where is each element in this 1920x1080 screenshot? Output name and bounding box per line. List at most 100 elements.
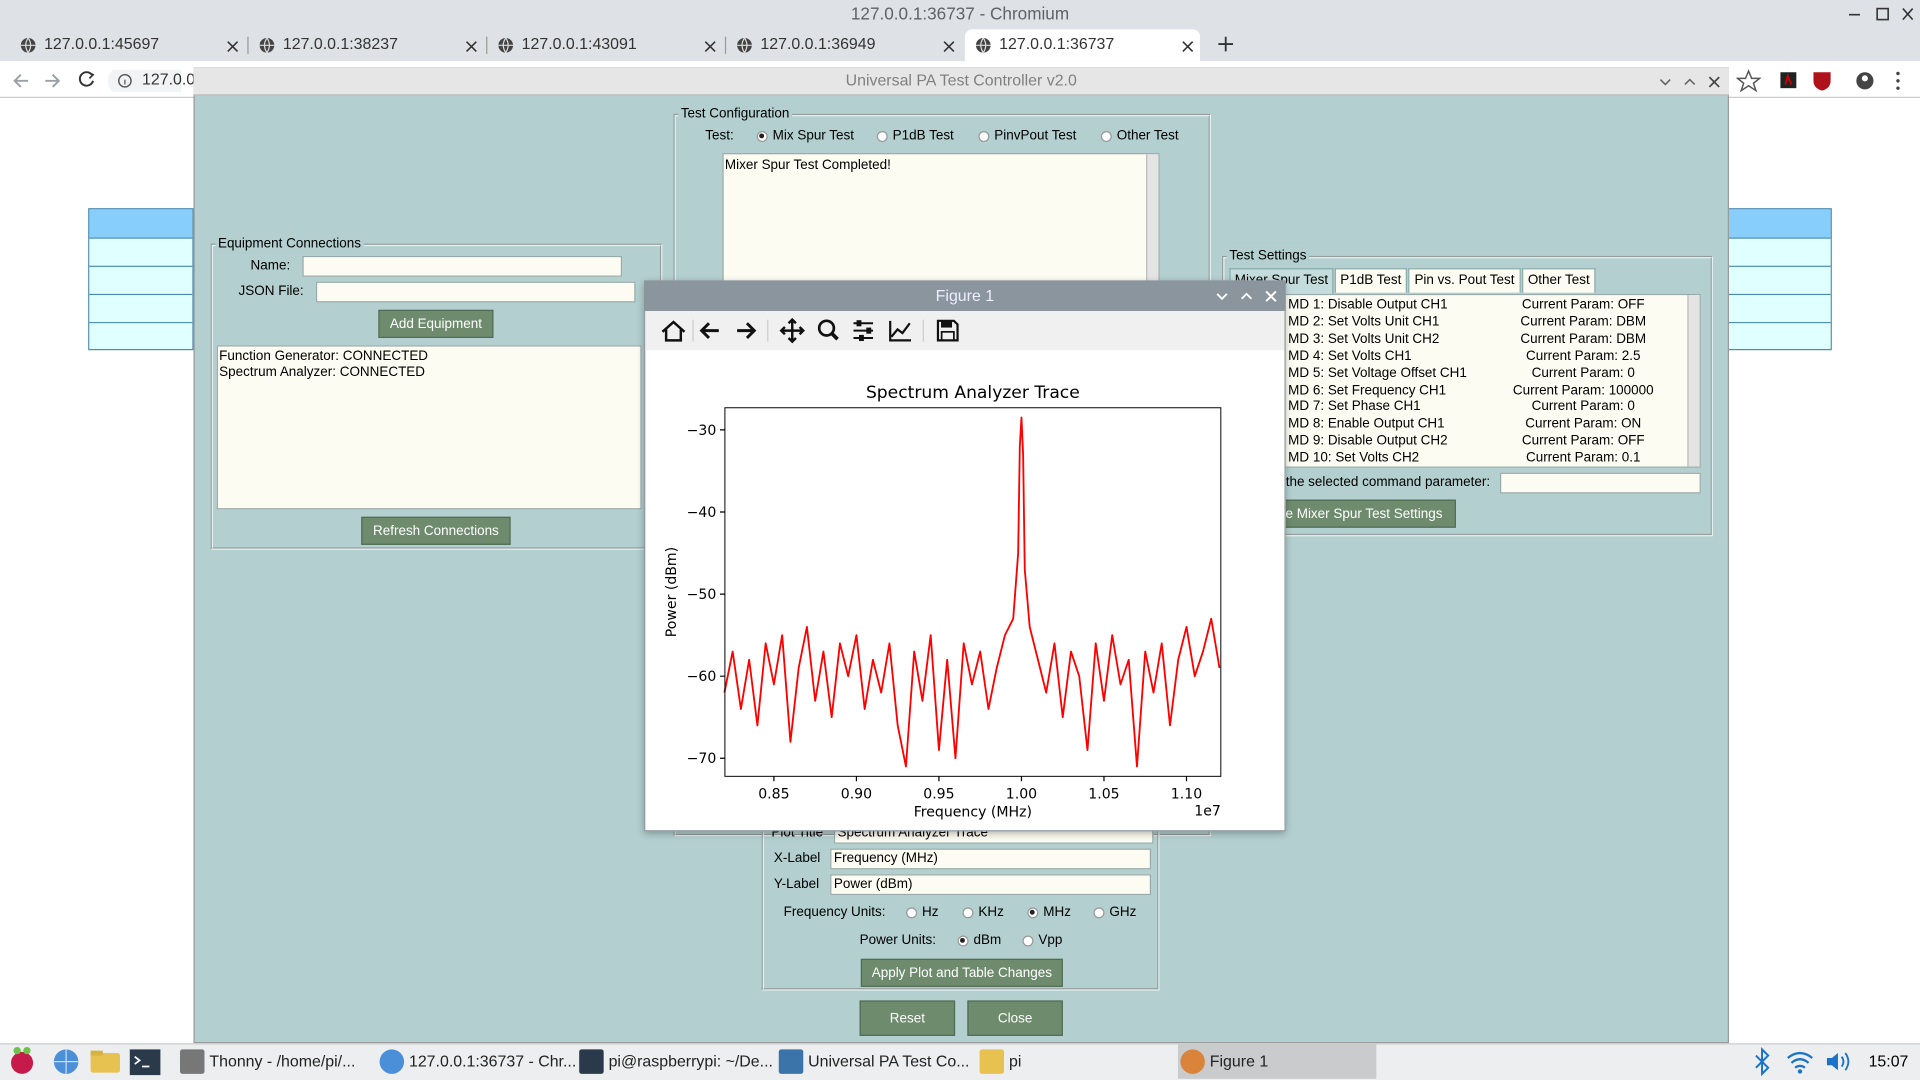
taskbar-item[interactable]: 127.0.0.1:36737 - Chr... <box>377 1044 576 1078</box>
test-option-label[interactable]: PinvPout Test <box>994 128 1077 144</box>
command-param[interactable]: Current Param: OFF <box>1521 297 1645 313</box>
test-option-label[interactable]: P1dB Test <box>892 128 954 144</box>
window-controls[interactable] <box>1843 5 1916 25</box>
command-name[interactable]: MD 6: Set Frequency CH1 <box>1288 382 1447 398</box>
y-tick-label: −30 <box>687 423 717 439</box>
x-label-entry[interactable]: Frequency (MHz) <box>830 848 1152 870</box>
command-param[interactable]: Current Param: OFF <box>1521 433 1645 449</box>
command-param[interactable]: Current Param: 100000 <box>1512 382 1654 398</box>
command-param[interactable]: Current Param: 0 <box>1531 399 1635 415</box>
freq-unit-label[interactable]: GHz <box>1109 904 1137 920</box>
x-tick-label: 0.90 <box>841 786 872 802</box>
command-name[interactable]: MD 10: Set Volts CH2 <box>1288 450 1420 466</box>
taskbar-item[interactable]: pi <box>977 1044 1175 1078</box>
command-name[interactable]: MD 9: Disable Output CH2 <box>1288 433 1448 449</box>
tab-title: 127.0.0.1:43091 <box>521 34 637 53</box>
radio-button[interactable] <box>756 130 768 142</box>
command-name[interactable]: MD 3: Set Volts Unit CH2 <box>1288 331 1440 347</box>
radio-button[interactable] <box>1092 906 1104 918</box>
taskbar-item[interactable]: pi@raspberrypi: ~/De... <box>577 1044 775 1078</box>
refresh-button[interactable]: Refresh Connections <box>361 516 511 545</box>
browser-titlebar <box>0 0 1920 62</box>
radio-button[interactable] <box>1026 906 1038 918</box>
radio-button[interactable] <box>876 130 888 142</box>
command-param[interactable]: Current Param: 0 <box>1531 365 1635 381</box>
command-param[interactable]: Current Param: 0.1 <box>1525 450 1641 466</box>
command-list: MD 1: Disable Output CH1 Current Param: O… <box>1229 293 1701 468</box>
browser-tab[interactable]: 127.0.0.1:38237 <box>249 29 484 61</box>
tab-favicon <box>259 37 275 54</box>
command-name[interactable]: MD 2: Set Volts Unit CH1 <box>1288 314 1440 330</box>
command-name[interactable]: MD 4: Set Volts CH1 <box>1288 348 1412 364</box>
table-row <box>89 323 193 349</box>
test-option-label[interactable]: Other Test <box>1116 128 1179 144</box>
freq-unit-label[interactable]: MHz <box>1043 904 1071 920</box>
radio-button[interactable] <box>977 130 989 142</box>
tab-close[interactable] <box>227 40 239 52</box>
browser-tab[interactable]: 127.0.0.1:36949 <box>726 29 961 61</box>
address-bar[interactable]: 127.0.0. <box>142 69 200 89</box>
browser-tab[interactable]: 127.0.0.1:36737 <box>964 29 1200 62</box>
app-window-controls[interactable] <box>1656 72 1725 92</box>
power-units-label: Power Units: <box>859 933 936 948</box>
tab-favicon <box>498 37 514 54</box>
power-unit-label[interactable]: Vpp <box>1038 933 1063 948</box>
settings-tab[interactable]: P1dB Test <box>1334 268 1407 293</box>
frame-title: Test Settings <box>1226 247 1309 265</box>
taskbar-label: pi <box>1008 1051 1022 1071</box>
settings-tab[interactable]: Other Test <box>1522 268 1596 293</box>
command-name[interactable]: MD 8: Enable Output CH1 <box>1288 416 1445 432</box>
command-param[interactable]: Current Param: ON <box>1525 416 1642 432</box>
y-label-entry[interactable]: Power (dBm) <box>830 874 1152 896</box>
add-equipment-button[interactable]: Add Equipment <box>378 309 494 338</box>
command-param[interactable]: Current Param: DBM <box>1520 314 1647 330</box>
command-param[interactable]: Current Param: 2.5 <box>1525 348 1641 364</box>
taskbar <box>0 1043 1920 1080</box>
taskbar-item[interactable]: Universal PA Test Co... <box>776 1044 974 1078</box>
scrollbar[interactable] <box>1687 295 1700 467</box>
radio-button[interactable] <box>1021 934 1033 946</box>
freq-unit-label[interactable]: Hz <box>922 904 939 920</box>
command-param[interactable]: Current Param: DBM <box>1520 331 1647 347</box>
tab-close[interactable] <box>704 40 716 52</box>
tab-close[interactable] <box>943 40 955 52</box>
tray-icons[interactable] <box>1749 1043 1859 1080</box>
new-tab[interactable] <box>1216 34 1236 54</box>
command-name[interactable]: MD 5: Set Voltage Offset CH1 <box>1288 365 1467 381</box>
radio-button[interactable] <box>956 934 968 946</box>
radio-button[interactable] <box>905 906 917 918</box>
test-option-label[interactable]: Mix Spur Test <box>772 128 855 144</box>
json-entry[interactable] <box>315 281 636 303</box>
command-name[interactable]: MD 7: Set Phase CH1 <box>1288 399 1421 415</box>
taskbar-item[interactable]: Figure 1 <box>1177 1044 1377 1079</box>
launcher-icons[interactable] <box>0 1043 171 1080</box>
freq-unit-label[interactable]: KHz <box>978 904 1004 920</box>
name-entry[interactable] <box>302 255 623 277</box>
figure-window-controls[interactable] <box>1212 287 1281 307</box>
radio-button[interactable] <box>961 906 973 918</box>
apply-button[interactable]: Apply Plot and Table Changes <box>860 958 1063 987</box>
table-header <box>1727 209 1831 239</box>
taskbar-item[interactable]: Thonny - /home/pi/... <box>178 1044 376 1078</box>
power-unit-label[interactable]: dBm <box>973 933 1002 948</box>
browser-tab[interactable]: 127.0.0.1:43091 <box>487 29 722 61</box>
tab-close[interactable] <box>465 40 477 52</box>
settings-tab[interactable]: Pin vs. Pout Test <box>1408 268 1521 293</box>
tab-close[interactable] <box>1182 40 1194 52</box>
command-name[interactable]: MD 1: Disable Output CH1 <box>1288 297 1448 313</box>
y-tick-label: −50 <box>687 587 717 603</box>
equipment-list: Function Generator: CONNECTED Spectrum An… <box>216 345 642 510</box>
toolbar-icons[interactable] <box>1736 69 1915 93</box>
tab-strip: 127.0.0.1:45697 127.0.0.1:38237 127.0.0.1:… <box>0 27 1920 62</box>
close-button[interactable]: Close <box>967 1000 1063 1036</box>
nav-buttons[interactable] <box>10 69 182 92</box>
radio-button[interactable] <box>1100 130 1112 142</box>
browser-tab[interactable]: 127.0.0.1:45697 <box>10 29 245 61</box>
param-entry[interactable] <box>1500 472 1701 494</box>
radio-dot <box>759 133 765 139</box>
table-header <box>89 209 193 239</box>
figure-toolbar-icons[interactable] <box>645 311 1284 350</box>
radio-dot <box>960 937 965 943</box>
reset-button[interactable]: Reset <box>859 1000 956 1036</box>
tab-favicon <box>737 37 752 54</box>
